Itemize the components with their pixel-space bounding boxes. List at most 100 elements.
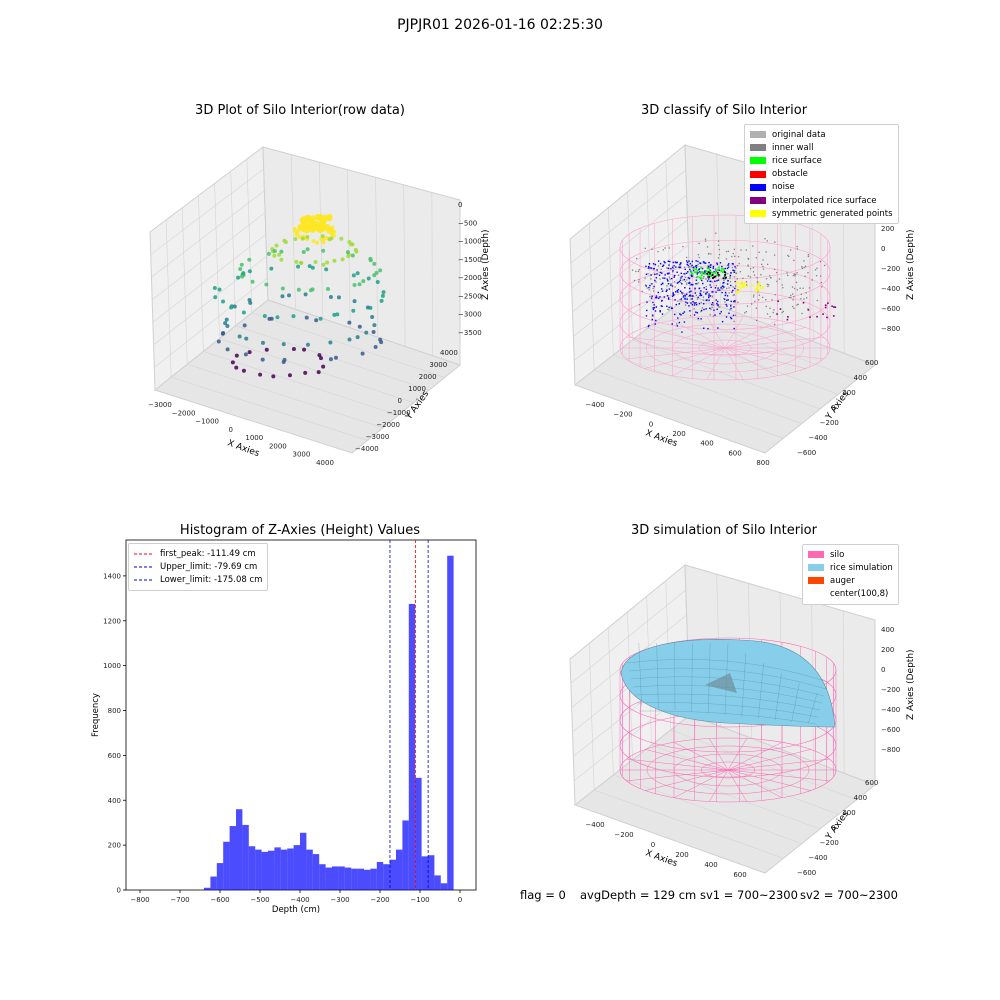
plot2-point [794, 273, 797, 276]
plot2-point [756, 277, 758, 279]
plot2-point [725, 250, 728, 253]
plot2-point [676, 290, 679, 292]
plot2-point [658, 297, 660, 300]
histogram-reference-lines [389, 540, 429, 890]
plot1-point [287, 293, 292, 298]
legend-entry: center(100,8) [808, 588, 893, 601]
plot2-silo-floor-ring [672, 331, 778, 365]
plot2-point [666, 267, 668, 269]
plot2-ztick-label: −600 [881, 305, 900, 313]
plot2-point [696, 298, 699, 300]
plot1-point [350, 253, 355, 258]
plot4-silo-floor-ring [646, 745, 810, 795]
plot2-point [711, 303, 713, 306]
plot2-point [746, 305, 749, 307]
plot2-point [744, 312, 746, 314]
plot2-point [757, 289, 760, 292]
plot1-point [309, 226, 317, 233]
plot2-point [732, 294, 734, 296]
plot2-point [723, 275, 726, 277]
plot1-point [304, 315, 309, 320]
plot2-point [705, 285, 707, 288]
plot2-point [729, 274, 732, 277]
plot2-point [724, 267, 726, 270]
plot2-xtick-label: 200 [672, 430, 685, 438]
plot1-point [221, 299, 226, 304]
legend-swatch [750, 183, 766, 191]
plot4-ytick-label: 400 [854, 794, 867, 802]
plot1-ytick-label: −1000 [387, 409, 411, 417]
plot2-point [677, 274, 680, 276]
plot2-point [827, 302, 829, 304]
plot2-point [668, 276, 670, 278]
plot2-point [706, 280, 709, 282]
plot2-point [714, 275, 717, 278]
plot1-point [292, 226, 297, 231]
plot2-point [688, 260, 690, 262]
plot2-point [796, 245, 798, 248]
plot1-point [237, 334, 242, 339]
plot2-point [727, 264, 729, 266]
plot4-ytick-label: 600 [865, 779, 878, 787]
plot2-point [739, 271, 742, 273]
plot2-point [722, 277, 725, 280]
plot2-point [809, 316, 811, 319]
plot2-point [683, 273, 686, 275]
plot2-point [698, 268, 700, 271]
plot1-point [379, 298, 384, 303]
plot2-point [703, 308, 705, 311]
grid-line [150, 168, 264, 255]
plot2-point [684, 287, 686, 289]
plot2-point [666, 278, 668, 280]
plot2-point [672, 261, 674, 264]
plot1-point [303, 215, 310, 223]
plot2-point [736, 278, 739, 280]
plot2-point [819, 260, 822, 263]
plot2-point [743, 281, 746, 284]
plot2-point [679, 262, 682, 265]
plot2-point [695, 279, 698, 281]
plot4-surface-mesh [691, 642, 693, 712]
plot2-ytick-label: 600 [865, 359, 878, 367]
histogram-xtick-label: −500 [250, 896, 269, 904]
plot2-point [653, 307, 656, 309]
plot2-point [677, 300, 679, 302]
plot2-point [759, 284, 761, 287]
legend-entry: interpolated rice surface [750, 194, 893, 207]
plot2-point [696, 283, 698, 285]
plot2-point [716, 280, 718, 282]
plot2-point [683, 278, 686, 281]
plot2-point [671, 266, 674, 269]
plot2-point [682, 312, 684, 314]
plot1-point [314, 213, 321, 221]
plot2-point [759, 283, 762, 286]
plot2-point [699, 271, 701, 273]
plot2-point [788, 255, 790, 258]
plot2-point [677, 288, 680, 291]
plot2-point [677, 281, 679, 284]
plot4-xtick-label: −400 [585, 821, 604, 829]
plot2-point [668, 247, 670, 249]
plot2-point [661, 299, 663, 302]
plot2-point [699, 293, 702, 295]
status-sv1: sv1 = 700~2300 [700, 888, 798, 902]
plot2-point [762, 286, 765, 288]
plot2-point [654, 310, 657, 312]
plot2-point [711, 306, 713, 309]
plot2-point [667, 260, 670, 262]
plot2-point [716, 268, 719, 271]
plot2-point [727, 263, 730, 265]
plot2-point [700, 318, 702, 320]
plot2-point [705, 262, 707, 264]
plot1-point [274, 243, 279, 248]
plot1-point [336, 295, 341, 300]
plot2-point [711, 296, 713, 298]
plot2-point [648, 289, 650, 291]
plot2-point [688, 305, 690, 307]
plot2-point [713, 276, 716, 278]
plot2-point [636, 257, 638, 260]
plot1-point [328, 340, 333, 345]
plot2-point [670, 283, 672, 285]
plot2-point [731, 266, 734, 269]
plot1-point [324, 267, 329, 272]
